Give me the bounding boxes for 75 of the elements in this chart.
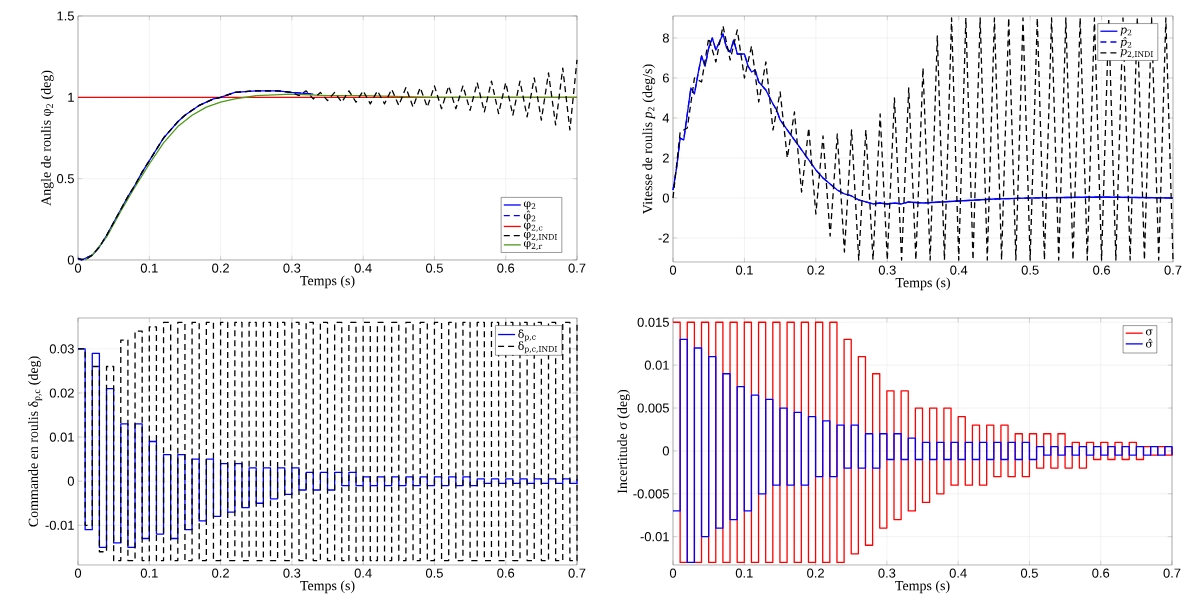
legend-label: δ$_{p,c,INDI}$	[518, 341, 557, 354]
y-tick-label: 0.02	[49, 388, 74, 398]
y-tick-label: 1	[68, 92, 74, 102]
y-tick-label: 0	[67, 476, 74, 486]
x-tick-label: 0.3	[878, 568, 896, 578]
x-axis-title: Temps (s)	[895, 580, 950, 594]
y-tick-label: -0.01	[640, 532, 669, 542]
y-tick-label: 8	[662, 33, 669, 43]
y-tick-label: 0.03	[49, 344, 74, 354]
legend-label: φ̂$_{2}$	[523, 210, 536, 222]
y-tick-label: -0.005	[633, 489, 669, 499]
x-tick-label: 0.2	[212, 568, 229, 578]
x-axis-title: Temps (s)	[895, 277, 950, 291]
x-tick-label: 0.1	[735, 265, 753, 275]
x-tick-label: 0.7	[1163, 568, 1181, 578]
y-tick-label: 6	[662, 73, 669, 83]
x-tick-label: 0.7	[568, 263, 586, 273]
legend-label: p$_{2,INDI}$	[1120, 49, 1153, 58]
legend-label: δ$_{p,c}$	[518, 329, 536, 342]
x-tick-label: 0.2	[807, 568, 824, 578]
y-tick-label: 2	[662, 153, 669, 163]
x-tick-label: 0.5	[425, 568, 443, 578]
x-tick-label: 0.7	[568, 568, 586, 578]
y-tick-label: 4	[662, 113, 670, 123]
line-series	[672, 17, 1174, 261]
legend-label: φ$_{2}$	[523, 201, 536, 210]
x-tick-label: 0.3	[878, 265, 896, 275]
x-tick-label: 0.1	[140, 263, 158, 273]
y-axis-title: Vitesse de roulis p$_{2}$ (deg/s)	[642, 64, 656, 214]
x-tick-label: 0.4	[354, 568, 372, 578]
legend-label: σ̂	[1145, 338, 1153, 348]
y-tick-label: 1.5	[57, 11, 74, 21]
x-tick-label: 0.4	[950, 265, 968, 275]
x-tick-label: 0.6	[1093, 265, 1111, 275]
x-tick-label: 0.6	[497, 263, 515, 273]
x-tick-label: 0	[74, 568, 82, 578]
legend-label: φ$_{2,r}$	[523, 241, 543, 250]
y-tick-label: 0.01	[49, 432, 74, 442]
y-axis-title: Incertitude σ (deg)	[617, 389, 630, 494]
x-tick-label: 0.2	[212, 263, 229, 273]
y-axis-title: Angle de roulis φ$_{2}$ (deg)	[40, 70, 54, 206]
x-tick-label: 0.6	[1092, 568, 1110, 578]
x-axis-title: Temps (s)	[300, 580, 355, 594]
x-tick-label: 0.1	[735, 568, 753, 578]
y-tick-label: -2	[658, 233, 669, 243]
y-tick-label: 0.5	[56, 174, 74, 184]
x-tick-label: 0	[669, 568, 677, 578]
y-tick-label: 0	[67, 255, 74, 265]
legend-label: σ	[1145, 329, 1153, 336]
x-tick-label: 0.1	[140, 568, 158, 578]
x-tick-label: 0.3	[283, 568, 301, 578]
y-tick-label: 0	[662, 446, 669, 456]
legend-label: p̂$_{2}$	[1120, 36, 1132, 48]
x-tick-label: 0.4	[354, 263, 372, 273]
x-axis-title: Temps (s)	[300, 275, 355, 289]
legend-label: φ$_{2,INDI}$	[523, 232, 557, 241]
y-tick-label: 0.005	[637, 403, 669, 413]
x-tick-label: 0.5	[1021, 265, 1039, 275]
x-tick-label: 0.7	[1164, 265, 1182, 275]
y-tick-label: 0.015	[637, 317, 669, 327]
y-tick-label: 0	[662, 193, 669, 203]
x-tick-label: 0.6	[497, 568, 515, 578]
y-tick-label: -0.01	[45, 520, 74, 530]
x-tick-label: 0	[669, 265, 677, 275]
x-tick-label: 0.4	[949, 568, 967, 578]
x-tick-label: 0.5	[425, 263, 443, 273]
y-axis-title: Commande en roulis δ$_{p,c}$ (deg)	[28, 356, 43, 527]
x-tick-label: 0.3	[283, 263, 301, 273]
legend-label: p$_{2}$	[1120, 27, 1132, 36]
legend-label: φ$_{2,c}$	[523, 222, 543, 232]
x-tick-label: 0.5	[1020, 568, 1038, 578]
x-tick-label: 0	[74, 263, 82, 273]
y-tick-label: 0.01	[644, 360, 669, 370]
line-series	[84, 93, 578, 261]
x-tick-label: 0.2	[807, 265, 825, 275]
